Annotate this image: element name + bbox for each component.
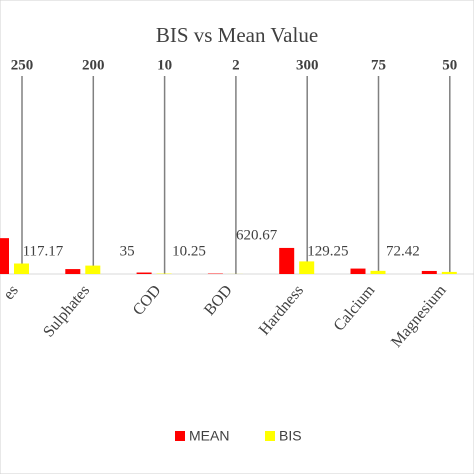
data-label: 2	[232, 57, 240, 73]
bar	[299, 261, 315, 274]
data-label: 75	[371, 57, 386, 73]
data-label: 200	[82, 57, 105, 73]
bar	[350, 268, 366, 274]
data-label: 10.25	[172, 243, 206, 259]
legend-swatch	[175, 431, 185, 441]
bar	[441, 271, 457, 274]
chart-title: BIS vs Mean Value	[156, 23, 318, 47]
bar	[14, 263, 29, 274]
data-label: 129.25	[307, 243, 348, 259]
data-label: 620.67	[236, 227, 278, 243]
bar	[370, 270, 386, 274]
data-label: 10	[157, 57, 172, 73]
bar	[136, 272, 152, 274]
data-label: 72.42	[386, 243, 420, 259]
bar	[421, 270, 437, 274]
legend-label: BIS	[279, 428, 302, 444]
bar	[0, 238, 9, 274]
bar	[65, 269, 81, 274]
data-label: 50	[442, 57, 457, 73]
bar	[279, 247, 295, 274]
legend-label: MEAN	[189, 428, 229, 444]
data-label: 250	[11, 57, 34, 73]
data-label: 117.17	[23, 243, 64, 259]
data-label: 300	[296, 57, 319, 73]
data-label: 35	[120, 243, 135, 259]
bar	[85, 265, 101, 274]
legend-swatch	[265, 431, 275, 441]
